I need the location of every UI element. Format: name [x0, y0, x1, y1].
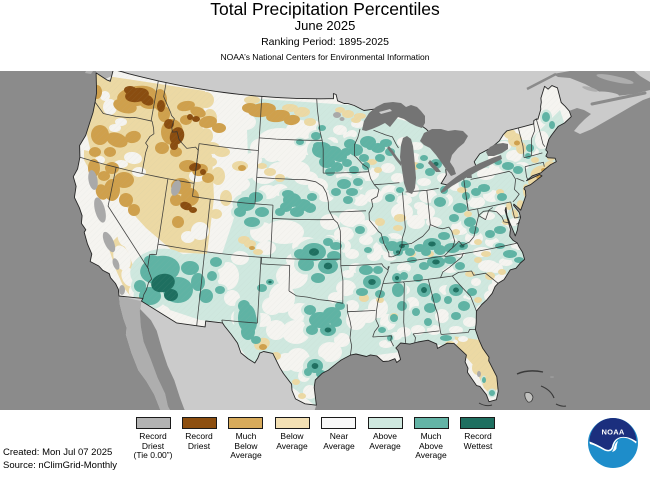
svg-text:NOAA: NOAA [601, 428, 624, 437]
